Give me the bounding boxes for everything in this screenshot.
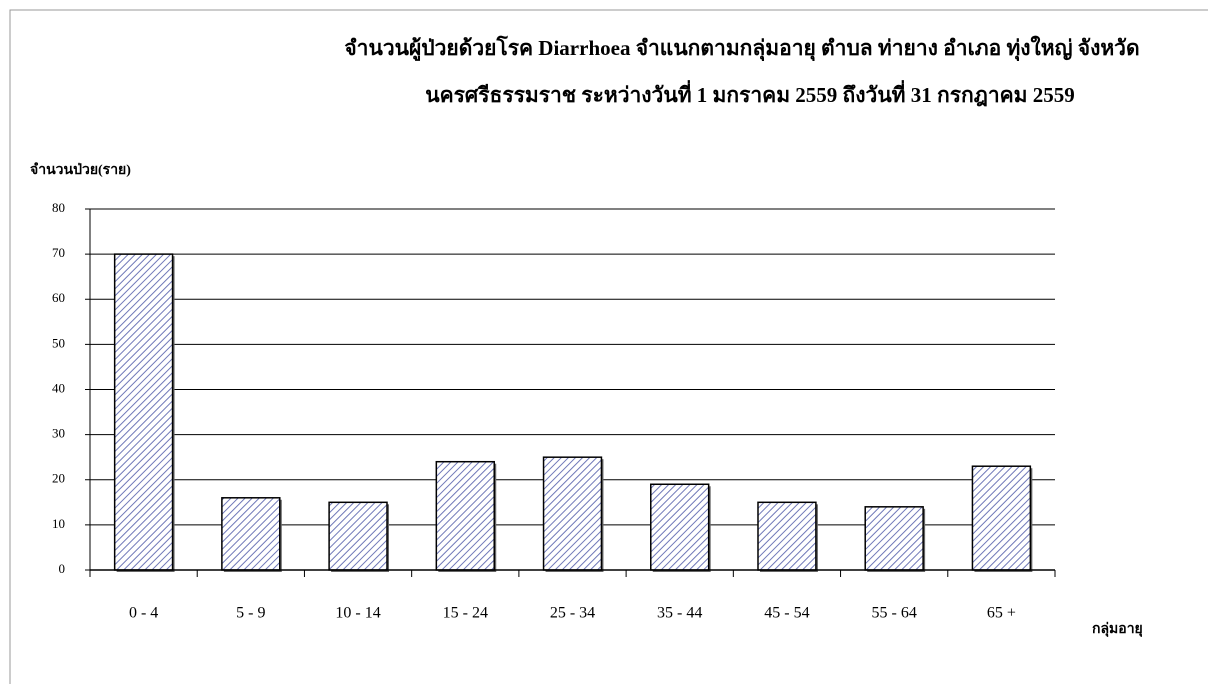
bar — [221, 497, 281, 571]
x-tick-label: 25 - 34 — [550, 605, 595, 622]
y-tick-label: 40 — [52, 380, 65, 395]
bar — [328, 501, 388, 571]
y-tick-label: 30 — [52, 426, 65, 441]
bar — [971, 465, 1032, 571]
x-tick-label: 10 - 14 — [335, 605, 380, 622]
y-tick-label: 80 — [52, 200, 65, 215]
bar — [113, 253, 174, 571]
x-tick-label: 45 - 54 — [764, 605, 809, 622]
bar — [650, 483, 710, 571]
bar — [435, 460, 495, 571]
x-tick-label: 0 - 4 — [129, 605, 158, 622]
bar — [757, 501, 817, 571]
y-axis-label: จำนวนป่วย(ราย) — [30, 162, 131, 178]
x-tick-label: 55 - 64 — [872, 605, 917, 622]
y-tick-label: 50 — [52, 335, 65, 350]
y-tick-label: 0 — [59, 561, 66, 576]
x-axis-label: กลุ่มอายุ — [1092, 621, 1143, 637]
chart-title: จำนวนผู้ป่วยด้วยโรค Diarrhoea จำแนกตามกล… — [344, 35, 1139, 62]
x-tick-label: 65 + — [987, 605, 1016, 622]
x-tick-label: 5 - 9 — [236, 605, 265, 622]
y-tick-label: 10 — [52, 516, 65, 531]
x-tick-label: 15 - 24 — [443, 605, 488, 622]
bar — [542, 456, 603, 571]
bar — [864, 506, 924, 571]
y-tick-label: 20 — [52, 471, 65, 486]
y-tick-label: 70 — [52, 245, 65, 260]
chart-title: นครศรีธรรมราช ระหว่างวันที่ 1 มกราคม 255… — [425, 79, 1075, 107]
x-tick-label: 35 - 44 — [657, 605, 702, 622]
frame — [9, 9, 1208, 684]
y-tick-label: 60 — [52, 290, 65, 305]
